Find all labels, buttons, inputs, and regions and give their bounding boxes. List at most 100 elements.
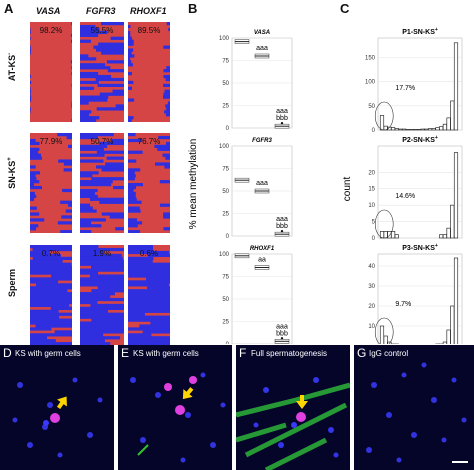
panel-c-bar bbox=[450, 305, 455, 344]
panel-b-ytick-label: 25 bbox=[222, 104, 229, 110]
panel-a-row-label-snks: SN-KS+ bbox=[7, 157, 17, 189]
heatmap-percent-label: 0.6% bbox=[139, 249, 159, 258]
panel-c-bar bbox=[428, 128, 433, 131]
panel-b-significance-label: aaa bbox=[276, 216, 288, 223]
panel-b-significance-label: bbb bbox=[276, 223, 288, 230]
heatmap-percent-label: 76.7% bbox=[137, 137, 161, 146]
panel-c-bar bbox=[383, 231, 388, 239]
panel-b-outlier bbox=[280, 122, 284, 125]
panel-b-ytick-label: 75 bbox=[222, 59, 229, 65]
panel-c-ytick-label: 0 bbox=[372, 236, 376, 242]
panel-f-label: Full spermatogenesis bbox=[251, 349, 328, 358]
panel-b-significance-label: aa bbox=[258, 257, 266, 264]
panel-c-ylabel: count bbox=[342, 177, 353, 202]
panel-c-bar bbox=[453, 42, 459, 131]
panel-c-bar bbox=[431, 128, 436, 131]
panel-c-bar bbox=[379, 115, 385, 131]
panel-c-bar bbox=[446, 329, 451, 344]
panel-c-bar bbox=[387, 341, 392, 344]
panel-c-ytick-label: 15 bbox=[368, 187, 375, 193]
panel-a-letter: A bbox=[4, 1, 14, 16]
panel-b-letter: B bbox=[188, 1, 198, 16]
micrograph-d: D KS with germ cells bbox=[0, 345, 114, 470]
panel-b-boxplots: % mean methylationVASA0255075100aaaaaabb… bbox=[188, 30, 293, 344]
panel-e-label: KS with germ cells bbox=[133, 349, 199, 358]
panel-b-facet-title: VASA bbox=[254, 30, 270, 36]
panel-g-label: IgG control bbox=[369, 349, 409, 358]
heatmap-cell: 89.5% bbox=[128, 22, 170, 122]
arrow-icon bbox=[56, 396, 67, 410]
panel-e-letter: E bbox=[121, 346, 130, 360]
panel-c-ytick-label: 10 bbox=[368, 203, 375, 209]
panel-c-bar bbox=[391, 127, 396, 131]
panel-c-bar bbox=[435, 127, 440, 131]
panel-a-col-vasa: VASA bbox=[36, 6, 61, 16]
panel-c-facet-title: P2-SN-KS+ bbox=[402, 135, 438, 144]
heatmap-percent-label: 1.9% bbox=[92, 249, 112, 258]
panel-c-plot-area bbox=[377, 253, 463, 344]
arrow-icon bbox=[296, 395, 308, 409]
panel-d-letter: D bbox=[3, 346, 12, 360]
panel-b-ytick-label: 75 bbox=[222, 167, 229, 173]
panel-b-significance-label: aaa bbox=[256, 180, 268, 187]
panel-c-bar bbox=[453, 152, 459, 239]
panel-c-bar bbox=[379, 325, 385, 344]
heatmap-cell: 98.2% bbox=[30, 22, 72, 122]
panel-b-ytick-label: 100 bbox=[219, 36, 230, 42]
panel-c-ytick-label: 20 bbox=[368, 170, 375, 176]
panel-c-bar bbox=[420, 128, 425, 131]
panel-b-significance-label: bbb bbox=[276, 115, 288, 122]
panel-c-ytick-label: 0 bbox=[372, 128, 376, 134]
heatmap-cell: 0.7% bbox=[30, 245, 72, 345]
heatmap-percent-label: 0.7% bbox=[41, 249, 61, 258]
panel-c-annotation: 14.6% bbox=[395, 193, 415, 200]
panel-b-ytick-label: 25 bbox=[222, 212, 229, 218]
panel-b-ytick-label: 100 bbox=[219, 252, 230, 258]
panel-c-facet-title: P3-SN-KS+ bbox=[402, 243, 438, 252]
panel-b-ytick-label: 0 bbox=[226, 234, 230, 240]
panel-c-bar bbox=[446, 117, 451, 131]
panel-b-ytick-label: 0 bbox=[226, 342, 230, 344]
panel-c-bar bbox=[424, 128, 429, 131]
panel-a-col-fgfr3: FGFR3 bbox=[86, 6, 116, 16]
panel-c-highlight-ellipse bbox=[374, 209, 394, 239]
heatmap-cell: 1.9% bbox=[80, 245, 124, 345]
panel-c-ytick-label: 5 bbox=[372, 220, 376, 226]
panel-f-letter: F bbox=[239, 346, 247, 360]
heatmap-cell: 76.7% bbox=[128, 133, 170, 233]
panel-b-ytick-label: 50 bbox=[222, 81, 229, 87]
panel-c-bar bbox=[394, 234, 399, 239]
micrograph-g: G IgG control bbox=[354, 345, 474, 470]
heatmap-percent-label: 98.2% bbox=[39, 26, 63, 35]
panel-c-bar bbox=[439, 126, 444, 131]
heatmap-cell: 55.5% bbox=[80, 22, 124, 122]
panel-c-ytick-label: 100 bbox=[365, 80, 376, 86]
panel-c-plot-area bbox=[377, 37, 463, 131]
panel-b-facet-title: RHOXF1 bbox=[250, 246, 275, 252]
panel-c-annotation: 17.7% bbox=[395, 85, 415, 92]
panel-b-outlier bbox=[280, 230, 284, 233]
heatmap-percent-label: 89.5% bbox=[137, 26, 161, 35]
heatmap-percent-label: 55.5% bbox=[90, 26, 114, 35]
panel-c-bar bbox=[442, 123, 447, 131]
scale-bar bbox=[452, 461, 468, 463]
panel-b-outlier bbox=[280, 337, 284, 340]
panel-g-letter: G bbox=[357, 346, 367, 360]
panel-b-significance-label: aaa bbox=[256, 45, 268, 52]
panel-a-row-label-atks: AT-KS- bbox=[7, 52, 17, 82]
panel-c-ytick-label: 150 bbox=[365, 55, 376, 61]
panel-a-col-rhoxf1: RHOXF1 bbox=[130, 6, 167, 16]
micrograph-f: F Full spermatogenesis bbox=[236, 345, 350, 470]
panel-c-ytick-label: 40 bbox=[368, 264, 375, 270]
panel-a-row-label-sperm: Sperm bbox=[7, 269, 17, 298]
panel-c-letter: C bbox=[340, 1, 350, 16]
panel-c-plot-area bbox=[377, 145, 463, 239]
panel-c-annotation: 9.7% bbox=[395, 301, 411, 308]
panel-b-facet-title: FGFR3 bbox=[252, 138, 272, 144]
panel-c-bar bbox=[453, 257, 459, 344]
panel-b-significance-label: aaa bbox=[276, 323, 288, 330]
panel-c-bar bbox=[383, 335, 388, 344]
panel-b-ytick-label: 25 bbox=[222, 320, 229, 326]
panel-c-bar bbox=[450, 204, 455, 239]
panel-b-significance-label: bbb bbox=[276, 330, 288, 337]
